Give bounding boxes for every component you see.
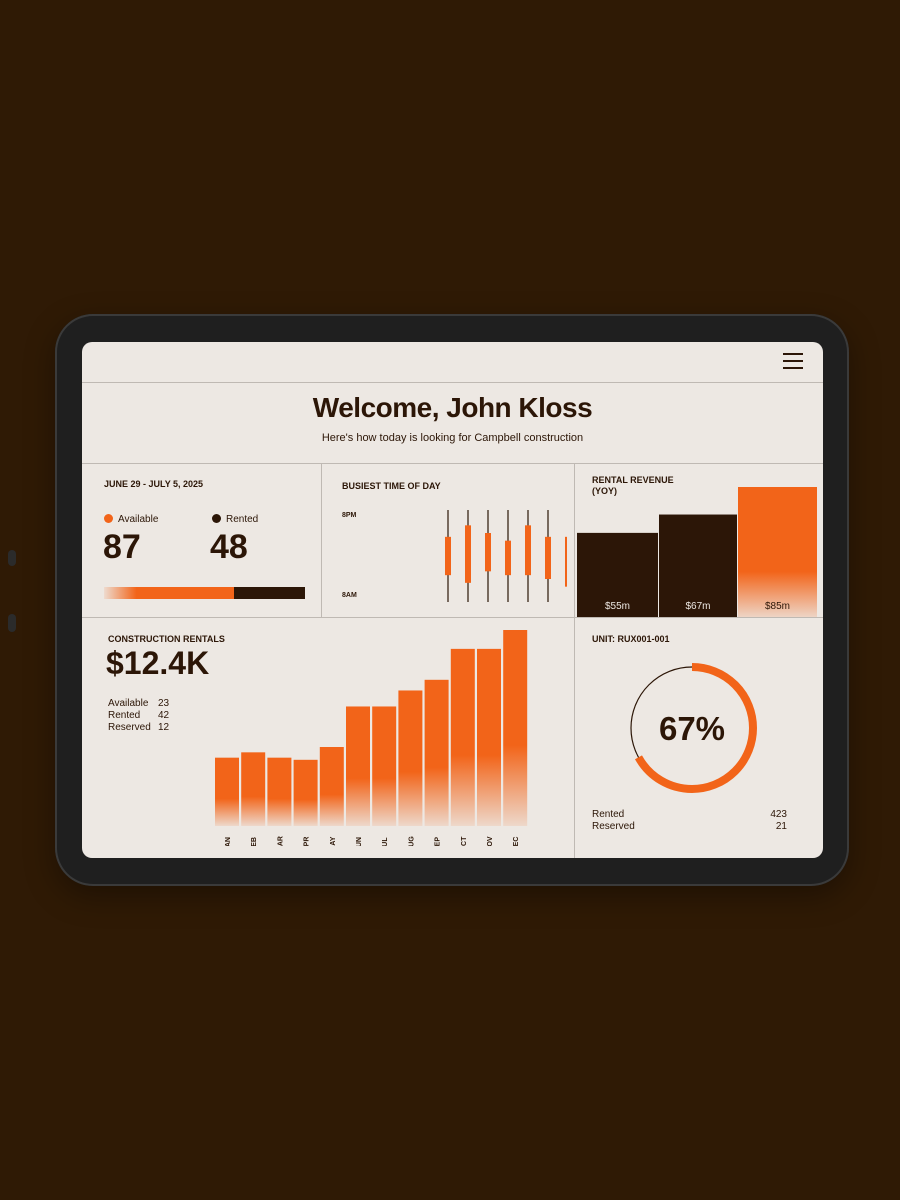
candle-body [465,525,471,583]
rented-label: Rented [226,514,259,525]
unit-reserved-value: 21 [775,821,787,832]
stat-available-label: Available [108,698,149,709]
month-label: OCT [461,836,468,846]
date-range: JUNE 29 - JULY 5, 2025 [104,479,204,489]
revenue-bar [738,487,817,617]
stat-reserved-label: Reserved [108,722,151,733]
revenue-bar-label: $67m [685,601,710,612]
rentals-title: CONSTRUCTION RENTALS [108,634,225,644]
top-time-label: 8PM [342,512,357,519]
hamburger-menu-icon[interactable] [783,353,803,369]
rentals-bar [450,648,475,826]
divider [82,617,823,618]
rentals-chart: JAN FEB MAR APR MAY JUN JUL AUG SEP OCT NOV DEC [215,630,528,846]
revenue-bar [659,514,737,617]
revenue-bar-label: $55m [605,601,630,612]
volume-button-lower [8,614,16,632]
revenue-chart: $55m $67m $85m [577,487,817,617]
rentals-bar [424,679,449,826]
month-label: JUN [356,837,363,846]
page-title: Welcome, John Kloss [312,392,593,423]
month-label: NOV [487,836,494,846]
rentals-bar [372,706,397,826]
busiest-time-chart: 8PM 8AM [342,510,567,602]
rentals-bar [267,757,292,826]
divider [321,463,322,618]
candle-body [525,525,531,576]
availability-bar [104,587,305,599]
rentals-bar [241,752,266,826]
bottom-time-label: 8AM [342,592,357,599]
unit-rented-label: Rented [592,809,625,820]
candle-body [445,536,451,576]
candle-body [565,536,567,587]
rented-legend: Rented [212,514,258,525]
stat-rented-label: Rented [108,710,141,721]
revenue-bar [577,532,658,617]
rentals-bar [346,706,370,826]
stat-available-value: 23 [158,698,170,709]
available-segment [104,587,234,599]
available-dot-icon [104,514,113,523]
candle-body [505,540,511,576]
rentals-bar [477,648,501,826]
rented-segment [234,587,305,599]
month-label: AUG [408,836,415,846]
rentals-bar [503,630,528,826]
month-label: JUL [382,837,389,846]
rentals-bar [398,690,423,826]
unit-title: UNIT: RUX001-001 [592,634,670,644]
unit-reserved-label: Reserved [592,821,635,832]
rented-dot-icon [212,514,221,523]
stat-rented-value: 42 [158,710,170,721]
revenue-bar-label: $85m [765,601,790,612]
month-label: FEB [251,837,258,846]
rentals-total: $12.4K [106,645,210,681]
rentals-bar [293,759,318,826]
rentals-bar [215,757,239,826]
donut-percent: 67% [659,710,725,747]
top-bar [82,342,823,383]
stat-reserved-value: 12 [158,722,170,733]
divider [82,463,823,464]
available-legend: Available [104,514,158,525]
month-label: JAN [225,837,232,846]
rentals-bar [319,747,344,826]
available-label: Available [118,514,159,525]
rented-count: 48 [210,528,248,566]
candle-body [485,533,491,572]
volume-button [8,550,16,566]
page-subtitle: Here's how today is looking for Campbell… [321,432,584,444]
unit-rented-value: 423 [770,809,787,820]
month-label: MAY [330,836,337,846]
busiest-title: BUSIEST TIME OF DAY [342,481,441,491]
donut-progress [627,663,757,793]
dashboard-screen: Welcome, John Kloss Here's how today is … [82,342,823,858]
revenue-title: RENTAL REVENUE (YOY) [592,475,674,496]
divider [574,463,575,858]
month-label: SEP [435,837,442,846]
month-label: DEC [513,837,520,846]
candle-body [545,536,551,579]
month-label: MAR [277,836,284,846]
available-count: 87 [103,528,141,566]
unit-donut: 67% [627,663,757,793]
month-label: APR [304,837,311,846]
